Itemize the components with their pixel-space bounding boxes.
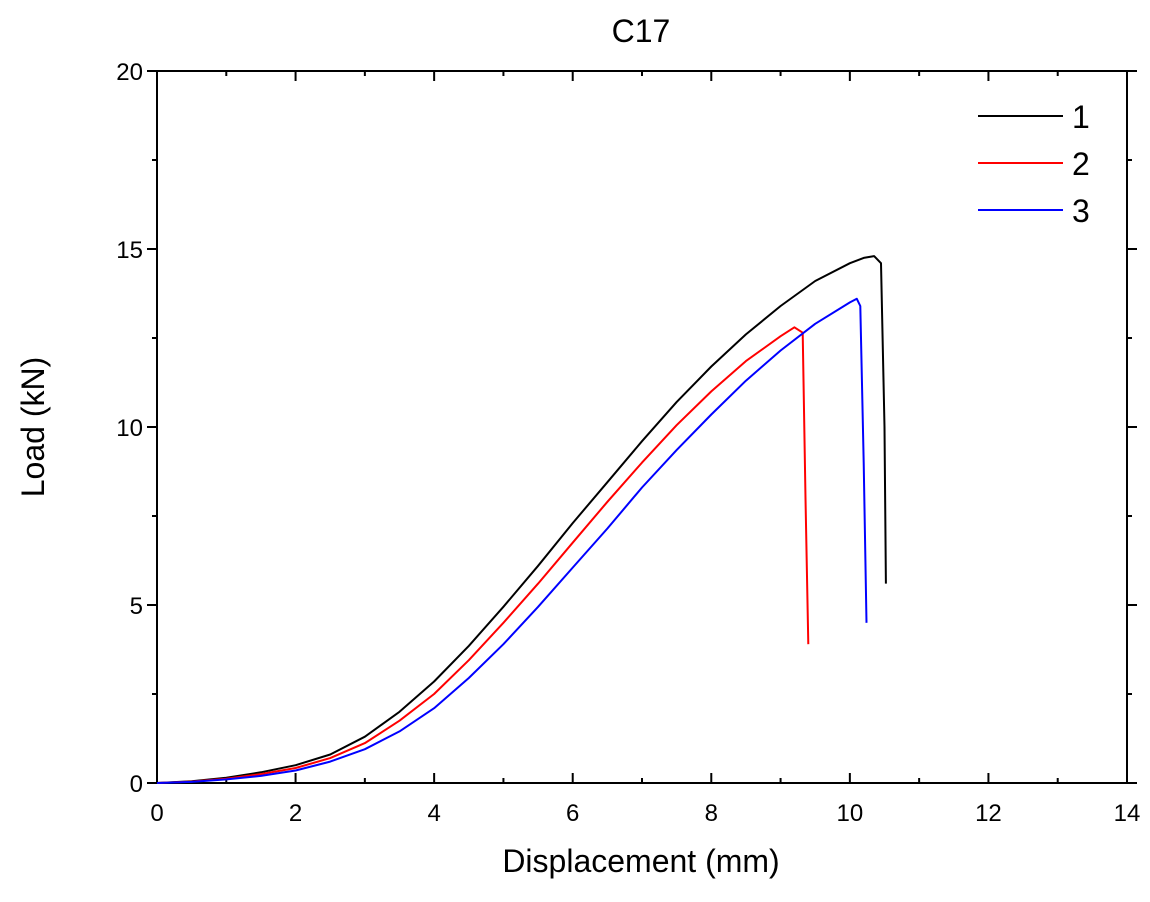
x-tick-label: 10	[837, 800, 864, 827]
x-tick-label: 4	[427, 800, 440, 827]
plot-frame	[157, 71, 1127, 783]
ticks	[147, 71, 1137, 783]
x-tick-label: 0	[150, 800, 163, 827]
y-tick-label: 5	[130, 593, 143, 620]
x-tick-label: 6	[566, 800, 579, 827]
y-tick-label: 0	[130, 771, 143, 798]
series-line-3	[157, 299, 867, 783]
x-tick-label: 14	[1114, 800, 1141, 827]
legend-label-2: 2	[1072, 146, 1090, 182]
series-line-1	[157, 256, 886, 783]
legend: 1 2 3	[978, 99, 1090, 229]
series-line-2	[157, 327, 808, 783]
series-group	[157, 256, 886, 783]
y-tick-label: 15	[116, 237, 143, 264]
legend-label-1: 1	[1072, 99, 1090, 135]
x-tick-label: 12	[975, 800, 1002, 827]
x-tick-label: 8	[705, 800, 718, 827]
y-tick-label: 20	[116, 59, 143, 86]
y-axis-label: Load (kN)	[15, 357, 51, 498]
x-axis-label: Displacement (mm)	[502, 843, 779, 879]
legend-label-3: 3	[1072, 193, 1090, 229]
chart-title: C17	[612, 13, 671, 49]
x-tick-label: 2	[289, 800, 302, 827]
y-tick-label: 10	[116, 415, 143, 442]
